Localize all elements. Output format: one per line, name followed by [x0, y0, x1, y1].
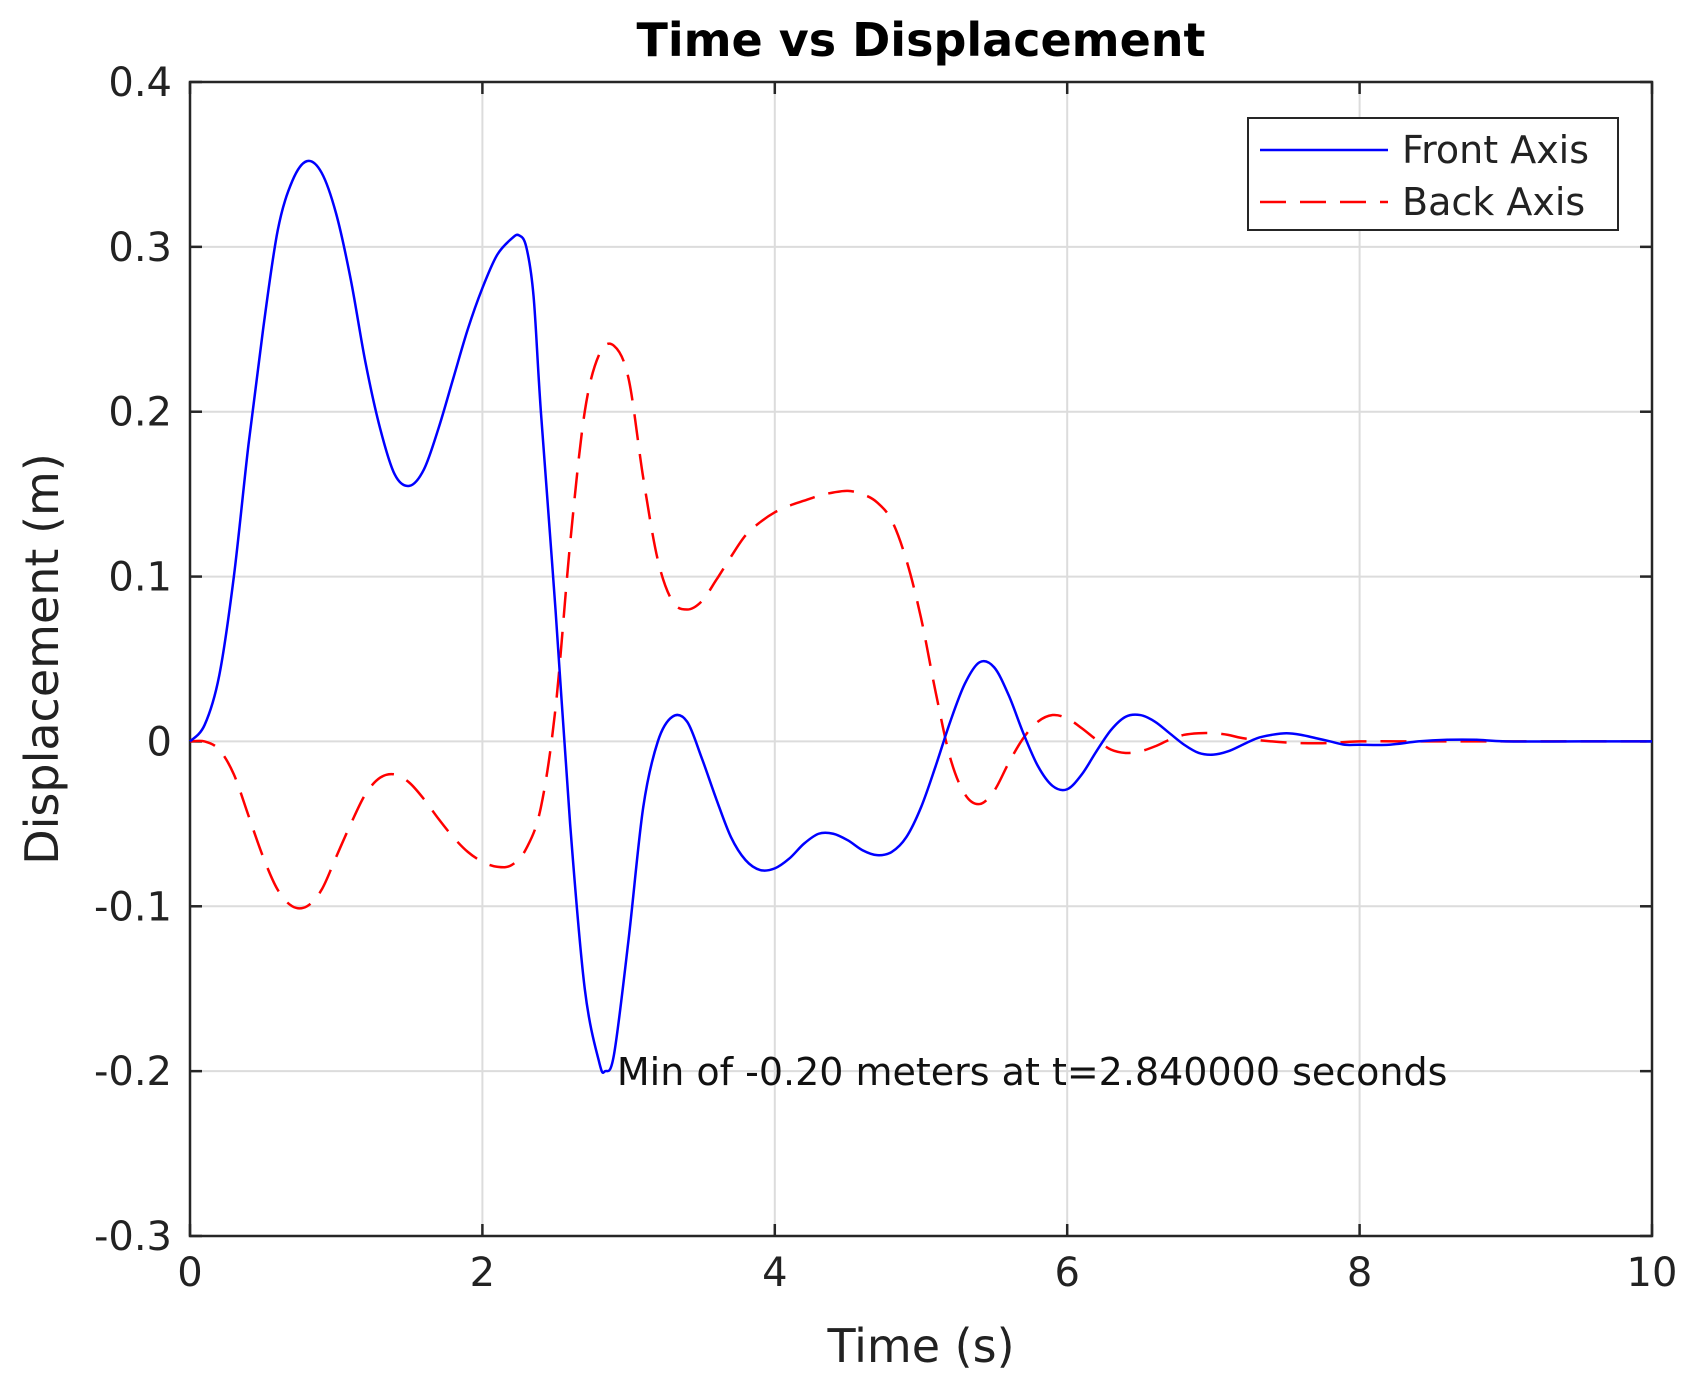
y-axis-label: Displacement (m): [15, 453, 69, 865]
series-line-front-axis: [189, 159, 1652, 1075]
y-tick-label: 0.1: [108, 555, 172, 601]
legend-label: Back Axis: [1402, 180, 1585, 224]
x-tick-label: 6: [1054, 1250, 1079, 1296]
annotations: Min of -0.20 meters at t=2.840000 second…: [617, 1050, 1448, 1094]
x-tick-label: 4: [762, 1250, 787, 1296]
x-tick-label: 8: [1347, 1250, 1372, 1296]
y-tick-label: 0.3: [108, 225, 172, 271]
y-tick-label: -0.1: [94, 884, 172, 930]
min-annotation: Min of -0.20 meters at t=2.840000 second…: [617, 1050, 1448, 1094]
series-line-back-axis: [189, 342, 1652, 910]
y-tick-label: 0: [147, 719, 172, 765]
chart-title: Time vs Displacement: [636, 13, 1205, 67]
axes: 0 2 4 6 8 10 -0.3 -0.2 -0.1 0 0.1 0.2 0.3 0.4: [94, 60, 1678, 1296]
x-axis-label: Time (s): [826, 1319, 1014, 1373]
plot-frame: [188, 80, 1654, 1238]
x-tick-label: 2: [470, 1250, 495, 1296]
y-tick-label: -0.2: [94, 1049, 172, 1095]
x-tick-label: 10: [1627, 1250, 1678, 1296]
y-tick-label: -0.3: [94, 1214, 172, 1260]
x-tick-label: 0: [177, 1250, 202, 1296]
y-tick-label: 0.4: [108, 60, 172, 106]
series-group: [189, 159, 1652, 1075]
y-tick-label: 0.2: [108, 390, 172, 436]
legend: Front Axis Back Axis: [1247, 117, 1619, 231]
legend-label: Front Axis: [1402, 128, 1589, 172]
legend-box: [1247, 117, 1619, 231]
